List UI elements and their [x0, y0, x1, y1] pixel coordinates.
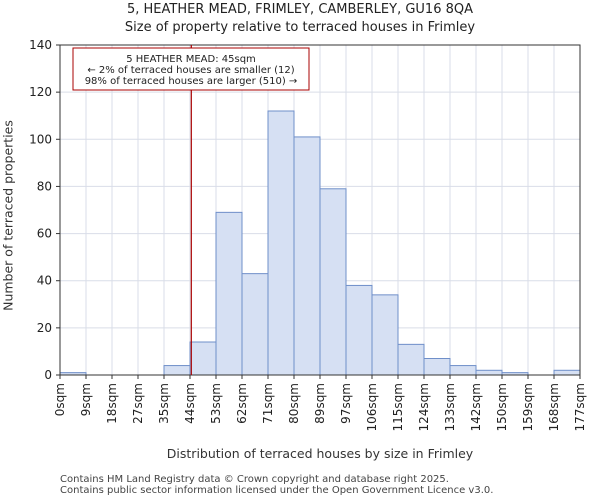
- bar-97sqm: [345, 284, 373, 376]
- bar-62sqm: [241, 273, 269, 376]
- x-tick-label: 62sqm: [235, 383, 249, 424]
- x-tick-label: 177sqm: [573, 383, 587, 431]
- footer-copyright: Contains HM Land Registry data © Crown c…: [60, 474, 449, 485]
- bar-168sqm: [553, 369, 581, 376]
- x-tick-label: 80sqm: [287, 383, 301, 424]
- x-tick-label: 35sqm: [157, 383, 171, 424]
- bar-80sqm: [293, 136, 321, 376]
- y-tick-label: 120: [29, 85, 52, 99]
- y-tick-label: 80: [37, 179, 52, 193]
- y-tick-label: 20: [37, 321, 52, 335]
- x-tick-label: 27sqm: [131, 383, 145, 424]
- bar-124sqm: [423, 358, 451, 376]
- y-tick-label: 60: [37, 227, 52, 241]
- bar-89sqm: [319, 188, 347, 376]
- bar-106sqm: [371, 294, 399, 376]
- annotation-smaller: ← 2% of terraced houses are smaller (12): [87, 65, 294, 76]
- x-tick-label: 133sqm: [443, 383, 457, 431]
- bar-71sqm: [267, 110, 295, 376]
- y-tick-label: 40: [37, 274, 52, 288]
- property-marker: 5 HEATHER MEAD: 45sqm← 2% of terraced ho…: [72, 45, 310, 375]
- y-tick-label: 100: [29, 132, 52, 146]
- footer-licence: Contains public sector information licen…: [60, 485, 494, 496]
- y-tick-labels: 0 20 40 60 80 100 120 140: [29, 38, 60, 382]
- y-tick-label: 140: [29, 38, 52, 52]
- x-tick-label: 0sqm: [53, 383, 67, 416]
- bar-53sqm: [215, 211, 243, 376]
- annotation-title: 5 HEATHER MEAD: 45sqm: [126, 54, 256, 65]
- x-tick-label: 71sqm: [261, 383, 275, 424]
- x-tick-label: 53sqm: [209, 383, 223, 424]
- bar-115sqm: [397, 343, 425, 376]
- x-tick-label: 150sqm: [495, 383, 509, 431]
- x-tick-label: 124sqm: [417, 383, 431, 431]
- chart-title-address: 5, HEATHER MEAD, FRIMLEY, CAMBERLEY, GU1…: [127, 2, 473, 17]
- annotation-larger: 98% of terraced houses are larger (510) …: [85, 76, 298, 87]
- x-tick-labels: 0sqm 9sqm 18sqm 27sqm 35sqm 44sqm 53sqm 62sqm 71…: [53, 375, 587, 431]
- bar-142sqm: [475, 369, 503, 376]
- x-tick-label: 44sqm: [183, 383, 197, 424]
- x-axis-label: Distribution of terraced houses by size …: [166, 446, 474, 461]
- x-tick-label: 18sqm: [105, 383, 119, 424]
- chart-title: Size of property relative to terraced ho…: [124, 20, 476, 35]
- bar-133sqm: [449, 365, 477, 376]
- x-tick-label: 89sqm: [313, 383, 327, 424]
- x-tick-label: 168sqm: [547, 383, 561, 431]
- annotation-box: [72, 47, 310, 91]
- x-tick-label: 106sqm: [365, 383, 379, 431]
- y-axis-label: Number of terraced properties: [0, 120, 16, 311]
- x-tick-label: 142sqm: [469, 383, 483, 431]
- bar-35sqm: [163, 365, 191, 376]
- bars: [59, 110, 581, 376]
- x-tick-label: 97sqm: [339, 383, 353, 424]
- x-tick-label: 159sqm: [521, 383, 535, 431]
- x-tick-label: 9sqm: [79, 383, 93, 416]
- bar-44sqm: [189, 341, 217, 376]
- y-tick-label: 0: [44, 368, 52, 382]
- x-tick-label: 115sqm: [391, 383, 405, 431]
